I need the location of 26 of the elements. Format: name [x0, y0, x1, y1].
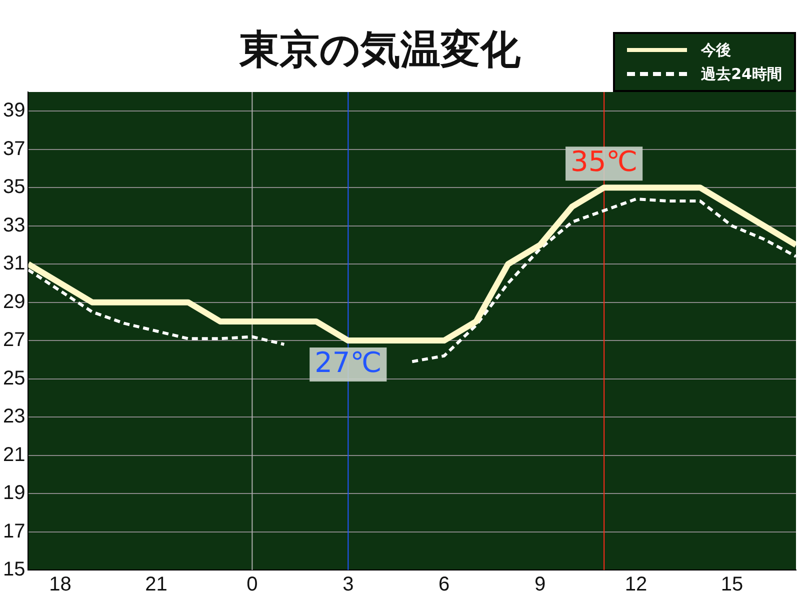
y-tick-label: 19 [2, 482, 26, 504]
y-tick-label: 21 [2, 444, 26, 466]
y-tick-label: 31 [2, 252, 26, 275]
chart-title: 東京の気温変化 [238, 26, 522, 75]
x-tick-label: 9 [534, 574, 546, 596]
y-tick-label: 15 [2, 558, 26, 581]
x-tick-label: 21 [145, 574, 168, 596]
y-tick-label: 23 [2, 406, 26, 428]
annotation: 27℃ [314, 346, 382, 379]
y-tick-label: 37 [2, 138, 26, 160]
x-tick-label: 15 [720, 574, 744, 596]
x-tick-label: 12 [624, 574, 648, 596]
y-tick-label: 29 [2, 290, 26, 313]
annotation: 35℃ [570, 144, 638, 178]
x-tick-label: 18 [49, 574, 72, 596]
legend-label: 過去24時間 [701, 64, 782, 84]
y-tick-label: 33 [2, 214, 26, 236]
x-tick-label: 0 [246, 574, 258, 596]
x-tick-label: 3 [342, 574, 354, 596]
y-tick-label: 17 [2, 520, 26, 542]
y-tick-label: 27 [2, 329, 26, 352]
y-tick-label: 35 [2, 176, 26, 198]
y-tick-label: 39 [2, 100, 26, 122]
x-tick-label: 6 [438, 574, 450, 596]
legend-label: 今後 [701, 40, 732, 60]
y-tick-label: 25 [2, 367, 26, 390]
